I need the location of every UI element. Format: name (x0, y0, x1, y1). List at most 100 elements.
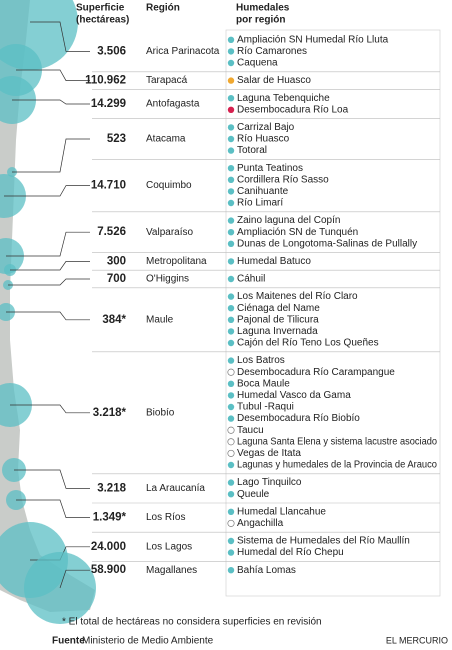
region: Metropolitana (146, 256, 207, 267)
header: Superficie(hectáreas) Región Humedalespor … (76, 3, 290, 26)
wetland: Río Huasco (237, 134, 290, 145)
wetland: Laguna Tebenquiche (237, 93, 330, 104)
wetland: Humedal del Río Chepu (237, 547, 344, 558)
region: Arica Parinacota (146, 46, 220, 57)
leader-line (6, 311, 90, 321)
wetland: Dunas de Longotoma-Salinas de Pullally (237, 238, 417, 249)
wetland: Desembocadura Río Carampangue (237, 367, 395, 378)
wetland: Los Batros (237, 355, 285, 366)
header-surface: (hectáreas) (76, 15, 129, 26)
wetland: Desembocadura Río Loa (237, 104, 349, 115)
wetland: Taucu (237, 425, 264, 436)
region: Valparaíso (146, 227, 194, 238)
wetland-bullet (227, 240, 235, 247)
leader-line (8, 278, 90, 286)
leader-line (12, 138, 90, 173)
wetland-bullet (227, 491, 235, 498)
wetland-bullet (227, 258, 235, 265)
surface: 110.962 (85, 75, 126, 87)
wetland-bullet (227, 479, 235, 486)
leader-line (16, 69, 90, 81)
wetland-bullet (227, 508, 235, 515)
wetland: Lago Tinquilco (237, 477, 302, 488)
wetland: Cajón del Río Teno Los Queñes (237, 338, 379, 349)
wetland-bullet (227, 368, 235, 376)
wetland-bullet (227, 188, 235, 195)
region: Biobío (146, 407, 175, 418)
wetland: Angachilla (237, 518, 284, 529)
wetland-bullet (227, 339, 235, 347)
surface: 3.506 (97, 45, 126, 57)
wetland: Pajonal de Tilicura (237, 314, 319, 325)
footnote: * El total de hectáreas no considera sup… (62, 617, 322, 628)
wetland: Desembocadura Río Biobío (237, 413, 360, 424)
leader-line (30, 21, 90, 52)
source-label: Fuente (52, 636, 85, 647)
wetland: Punta Teatinos (237, 163, 303, 174)
wetlands-panel (225, 29, 441, 597)
wetland-bullet (227, 217, 235, 224)
surface: 300 (107, 255, 126, 267)
wetland-bullet (227, 316, 235, 323)
wetland: Queule (237, 489, 270, 500)
region: Los Ríos (146, 512, 185, 523)
wetland: Cordillera Río Sasso (237, 174, 329, 185)
wetland: Lagunas y humedales de la Provincia de A… (237, 460, 437, 471)
wetland: Ampliación SN de Tunquén (237, 227, 358, 238)
wetland: Totoral (237, 145, 267, 156)
wetland-bullet (227, 48, 235, 55)
table: 3.506 Arica Parinacota Ampliación SN Humed… (85, 34, 440, 576)
wetland-bullet (227, 357, 235, 364)
wetland: Sistema de Humedales del Río Maullín (237, 536, 410, 547)
wetland: Laguna Invernada (237, 326, 318, 337)
wetland: Cáhuil (237, 274, 265, 285)
wetland-bullet (227, 449, 235, 457)
surface: 14.299 (91, 98, 126, 110)
wetland-bullet (227, 519, 235, 527)
wetland: Los Maitenes del Río Claro (237, 291, 358, 302)
region: Atacama (146, 134, 186, 145)
surface: 384* (102, 314, 126, 326)
wetland: Río Limarí (237, 198, 283, 209)
map-layer (0, 0, 96, 624)
wetland: Bahía Lomas (237, 565, 296, 576)
wetland-bullet (227, 199, 235, 207)
surface: 24.000 (91, 541, 126, 553)
wetland-bullet (227, 77, 235, 84)
surface: 523 (107, 133, 126, 145)
header-region: Región (146, 3, 180, 14)
wetland: Vegas de Itata (237, 448, 301, 459)
publisher: EL MERCURIO (386, 635, 448, 645)
leader-line (59, 569, 90, 589)
surface: 1.349* (93, 512, 127, 524)
leader-line (6, 231, 90, 257)
wetland: Humedal Batuco (237, 256, 311, 267)
wetland-bullet (227, 392, 235, 399)
wetland: Humedal Llancahue (237, 506, 326, 517)
region: O'Higgins (146, 274, 189, 285)
wetland-bullet (227, 537, 235, 545)
wetland-bullet (227, 426, 235, 434)
leader-line (14, 469, 90, 489)
wetland: Humedal Vasco da Gama (237, 390, 351, 401)
surface: 14.710 (91, 180, 126, 192)
wetland-bullet (227, 135, 235, 143)
wetland-bullet (227, 293, 235, 300)
header-wetlands: por región (236, 15, 285, 26)
wetland-bullet (227, 461, 235, 469)
region: La Araucanía (146, 483, 205, 494)
surface: 3.218* (93, 407, 127, 419)
region: Coquimbo (146, 180, 192, 191)
region: Los Lagos (146, 541, 192, 552)
wetland: Salar de Huasco (237, 75, 311, 86)
wetland-bullet (227, 549, 235, 556)
region: Maule (146, 314, 174, 325)
leader-line (10, 261, 90, 271)
header-surface: Superficie (76, 3, 125, 14)
surface: 7.526 (97, 226, 126, 238)
wetland: Río Camarones (237, 46, 307, 57)
wetland-bullet (227, 95, 235, 102)
wetland: Caquena (237, 58, 278, 69)
wetland-bullet (227, 415, 235, 422)
